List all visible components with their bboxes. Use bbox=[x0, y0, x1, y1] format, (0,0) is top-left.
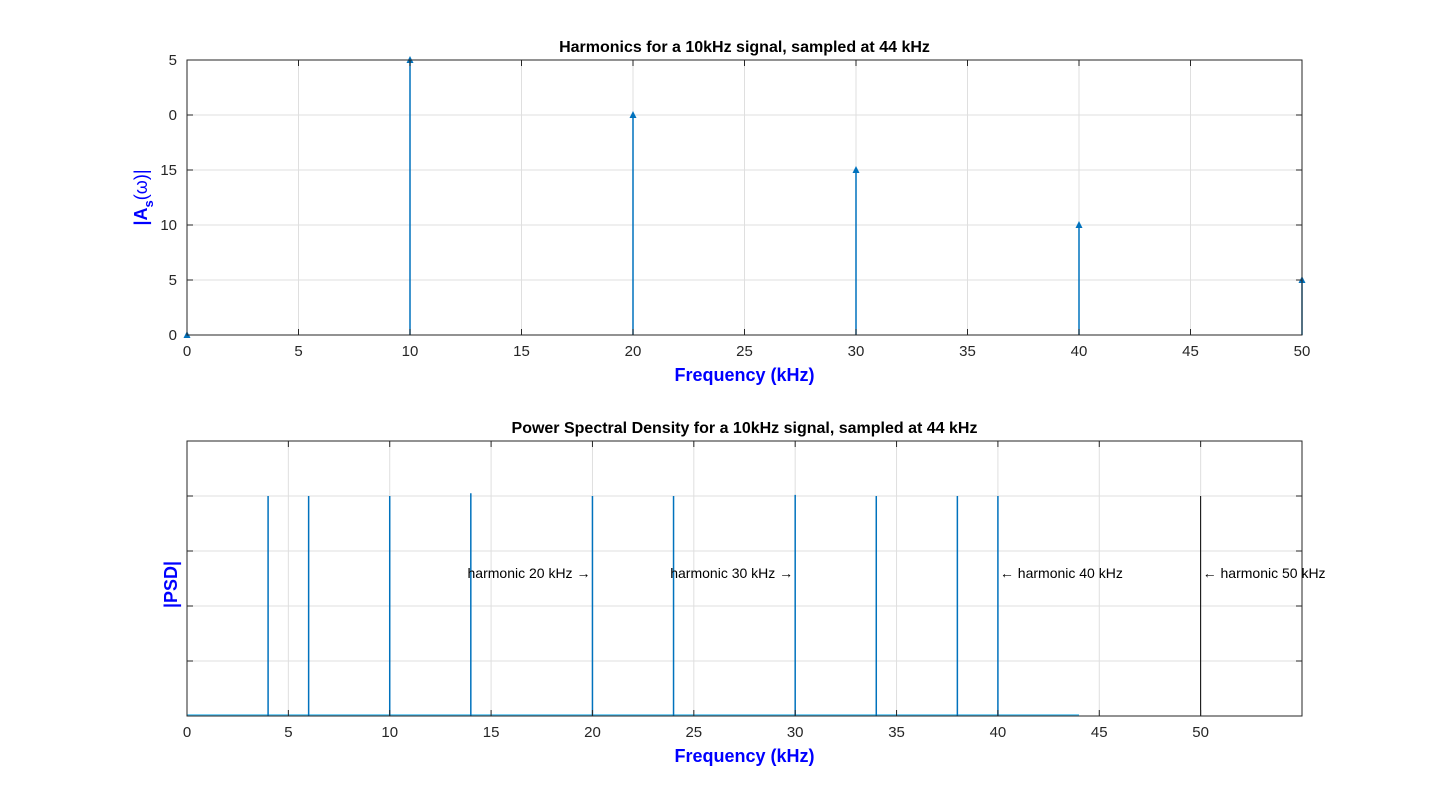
harmonic-stem-marker bbox=[629, 111, 637, 118]
harmonics-axes: 0 5 10 15 20 25 30 35 40 45 50 0 5 10 15 0 5 Harmonics f… bbox=[131, 39, 1310, 385]
harmonics-x-tick-label: 5 bbox=[294, 343, 302, 360]
psd-x-axis-label: Frequency (kHz) bbox=[674, 746, 814, 766]
harmonics-ticks: 0 5 10 15 20 25 30 35 40 45 50 0 5 10 15 0 5 bbox=[160, 52, 1310, 360]
harmonics-x-tick-label: 10 bbox=[402, 343, 419, 360]
psd-x-tick-label: 10 bbox=[381, 724, 398, 741]
harmonics-y-tick-label: 0 bbox=[169, 107, 177, 124]
harmonics-x-tick-label: 25 bbox=[736, 343, 753, 360]
harmonics-x-tick-label: 35 bbox=[959, 343, 976, 360]
harmonics-x-tick-label: 50 bbox=[1294, 343, 1311, 360]
psd-y-axis-label: |PSD| bbox=[161, 561, 181, 608]
psd-x-tick-label: 25 bbox=[685, 724, 702, 741]
harmonics-x-tick-label: 40 bbox=[1071, 343, 1088, 360]
harmonics-title: Harmonics for a 10kHz signal, sampled at… bbox=[559, 39, 930, 56]
psd-x-tick-label: 50 bbox=[1192, 724, 1209, 741]
harmonics-y-label-main: |A bbox=[131, 207, 151, 225]
harmonic-stem-marker bbox=[852, 166, 860, 173]
psd-x-tick-label: 45 bbox=[1091, 724, 1108, 741]
psd-spikes bbox=[187, 493, 1202, 716]
harmonics-x-tick-label: 30 bbox=[848, 343, 865, 360]
psd-title: Power Spectral Density for a 10kHz signa… bbox=[512, 420, 978, 437]
harmonics-y-tick-label: 15 bbox=[160, 162, 177, 179]
harmonics-x-tick-label: 0 bbox=[183, 343, 191, 360]
psd-ticks: 0 5 10 15 20 25 30 35 40 45 50 bbox=[183, 440, 1302, 741]
harmonics-x-tick-label: 15 bbox=[513, 343, 530, 360]
psd-x-tick-label: 5 bbox=[284, 724, 292, 741]
psd-harmonic-annotation: harmonic 30 kHz → bbox=[670, 565, 793, 581]
psd-x-tick-label: 15 bbox=[483, 724, 500, 741]
harmonics-y-tick-label: 5 bbox=[169, 272, 177, 289]
psd-harmonic-annotation: ← harmonic 40 kHz bbox=[1000, 565, 1123, 581]
psd-axes: 0 5 10 15 20 25 30 35 40 45 50 harmonic 20 kHz → ha… bbox=[161, 420, 1326, 766]
psd-harmonic-annotation: ← harmonic 50 kHz bbox=[1203, 565, 1326, 581]
harmonics-y-label-subscript: s bbox=[141, 200, 156, 207]
psd-harmonic-annotation: harmonic 20 kHz → bbox=[468, 565, 591, 581]
psd-x-tick-label: 35 bbox=[888, 724, 905, 741]
psd-annotations: harmonic 20 kHz → harmonic 30 kHz → ← harm… bbox=[468, 565, 1326, 581]
harmonics-y-tick-label: 10 bbox=[160, 217, 177, 234]
harmonics-x-axis-label: Frequency (kHz) bbox=[674, 365, 814, 385]
harmonics-y-label-tail: (ω)| bbox=[131, 170, 151, 201]
harmonics-grid bbox=[186, 59, 1303, 336]
psd-axes-box bbox=[186, 440, 1303, 717]
harmonics-y-tick-label: 5 bbox=[169, 52, 177, 69]
harmonics-x-tick-label: 45 bbox=[1182, 343, 1199, 360]
psd-x-tick-label: 0 bbox=[183, 724, 191, 741]
psd-x-tick-label: 30 bbox=[787, 724, 804, 741]
psd-x-tick-label: 40 bbox=[990, 724, 1007, 741]
harmonics-y-tick-label: 0 bbox=[169, 327, 177, 344]
harmonic-stem-marker bbox=[1075, 221, 1083, 228]
psd-x-tick-label: 20 bbox=[584, 724, 601, 741]
harmonics-y-axis-label: |As(ω)| bbox=[131, 170, 156, 226]
harmonics-x-tick-label: 20 bbox=[625, 343, 642, 360]
